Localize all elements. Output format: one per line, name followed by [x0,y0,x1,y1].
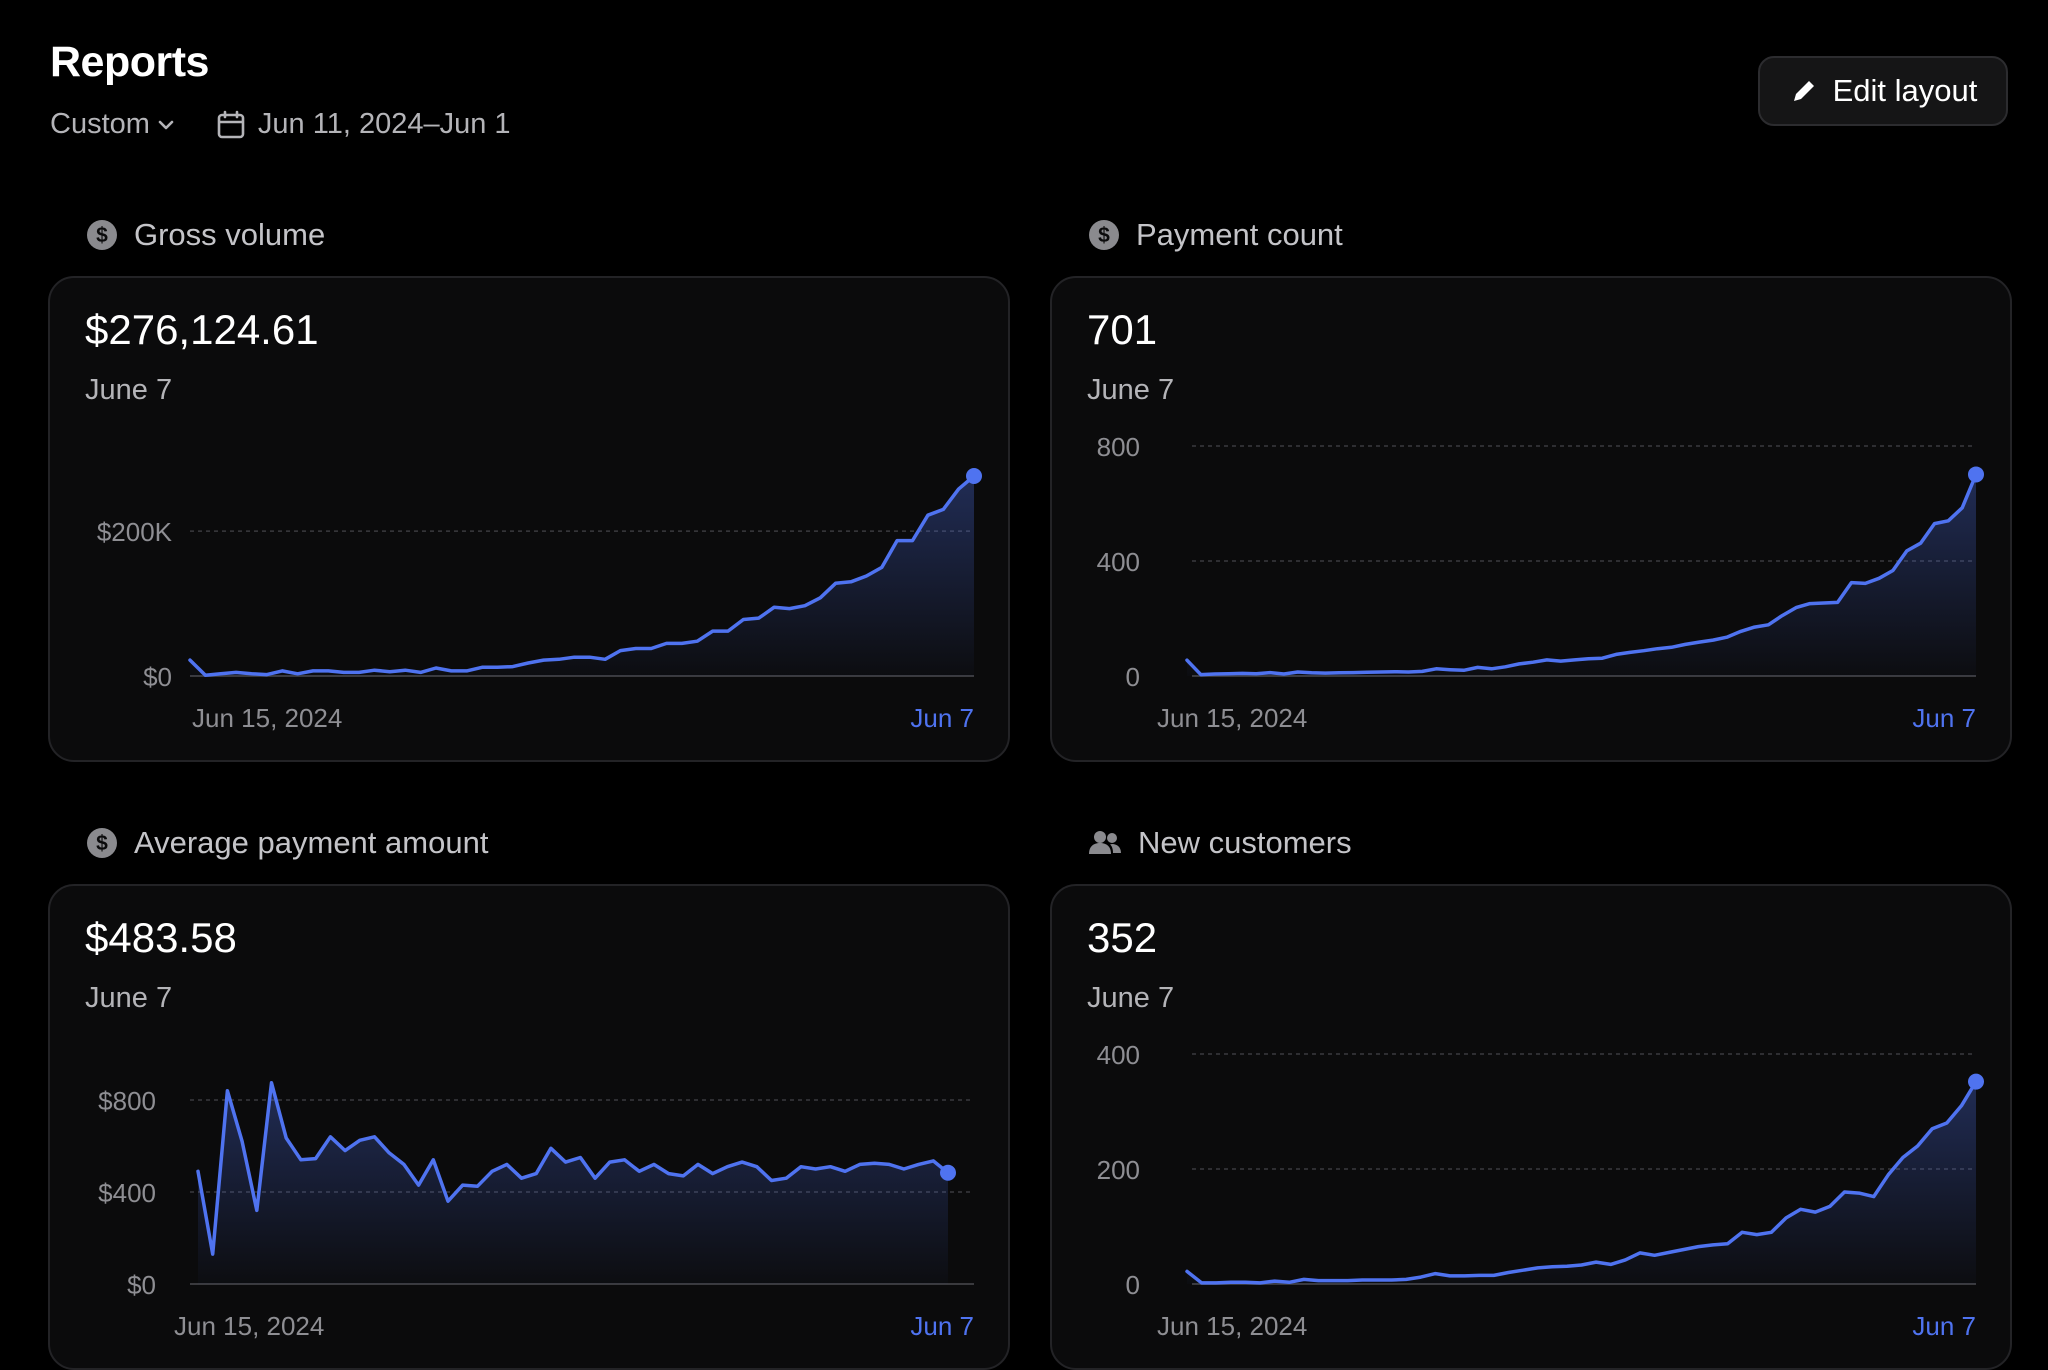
new-customers-date: June 7 [1087,982,1175,1014]
gross-volume-heading: $ Gross volume [86,217,325,253]
x-end-label: Jun 7 [1912,1311,1976,1341]
svg-text:$: $ [1098,224,1110,247]
x-start-label: Jun 15, 2024 [192,703,342,733]
series-area [190,476,974,676]
x-end-label: Jun 7 [910,703,974,733]
y-tick-label: 800 [1097,432,1140,462]
payment-count-title: Payment count [1136,217,1343,252]
date-range-picker[interactable]: Jun 11, 2024–Jun 1 [216,108,511,141]
gross-volume-date: June 7 [85,374,173,406]
y-tick-label: $0 [143,662,172,692]
x-end-label: Jun 7 [1912,703,1976,733]
series-line [188,474,976,678]
last-point-marker [940,1164,956,1181]
y-tick-label: 0 [1126,662,1140,692]
pencil-icon [1793,81,1814,101]
y-tick-label: 200 [1097,1155,1140,1185]
series-line [196,1081,950,1256]
last-point-marker [1968,466,1984,483]
new-customers-heading: New customers [1088,825,1352,861]
y-tick-label: 400 [1097,1040,1140,1070]
date-range-label: Jun 11, 2024–Jun 1 [257,108,511,140]
average-payment-date: June 7 [85,982,173,1014]
svg-text:$: $ [96,224,108,247]
edit-layout-label: Edit layout [1832,73,1978,108]
average-payment-heading: $ Average payment amount [86,825,488,861]
series-area [1187,1081,1976,1284]
page-title: Reports [50,38,209,86]
calendar-icon [217,110,245,138]
x-end-label: Jun 7 [910,1311,974,1341]
new-customers-chart: 0 200 400 Jun 15, 2024 Jun 7 [1097,1040,1984,1341]
payment-count-heading: $ Payment count [1088,217,1343,253]
gross-volume-chart: $0 $200K Jun 15, 2024 Jun 7 [97,468,982,733]
y-tick-label: $400 [98,1178,156,1208]
payment-count-chart: 0 400 800 Jun 15, 2024 Jun 7 [1097,432,1984,733]
dollar-circle-icon: $ [87,220,117,250]
range-select-label: Custom [50,108,150,140]
series-line [1185,472,1978,677]
svg-text:$: $ [96,832,108,855]
new-customers-card[interactable]: 352 June 7 0 200 400 Jun 15, 2024 Jun 7 [1050,884,2012,1370]
new-customers-title: New customers [1138,825,1352,860]
y-tick-label: $200K [97,517,173,547]
average-payment-value: $483.58 [85,914,237,961]
payment-count-value: 701 [1087,306,1158,353]
edit-layout-button[interactable]: Edit layout [1758,56,2008,126]
y-tick-label: $0 [127,1270,156,1300]
series-area [198,1082,948,1284]
y-tick-label: 400 [1097,547,1140,577]
payment-count-date: June 7 [1087,374,1175,406]
dollar-circle-icon: $ [1089,220,1119,250]
x-start-label: Jun 15, 2024 [1157,703,1307,733]
gross-volume-value: $276,124.61 [85,306,319,353]
series-line [1185,1079,1978,1285]
x-start-label: Jun 15, 2024 [174,1311,324,1341]
chevron-down-icon [158,120,174,129]
gross-volume-card[interactable]: $276,124.61 June 7 $0 $200K Jun 15, 2024 Ju… [48,276,1010,762]
last-point-marker [966,468,982,484]
y-tick-label: $800 [98,1086,156,1116]
payment-count-card[interactable]: 701 June 7 0 400 800 Jun 15, 2024 Jun 7 [1050,276,2012,762]
dollar-circle-icon: $ [87,828,117,858]
filter-bar: Custom Jun 11, 2024–Jun 1 [50,108,511,141]
average-payment-chart: $0 $400 $800 Jun 15, 2024 Jun 7 [98,1081,974,1341]
last-point-marker [1968,1073,1984,1090]
series-area [1187,474,1976,676]
range-select[interactable]: Custom [50,108,176,141]
users-icon [1089,831,1121,854]
gross-volume-title: Gross volume [134,217,326,252]
new-customers-value: 352 [1087,914,1158,961]
x-start-label: Jun 15, 2024 [1157,1311,1307,1341]
average-payment-card[interactable]: $483.58 June 7 $0 $400 $800 Jun 15, 2024 Jun… [48,884,1010,1370]
y-tick-label: 0 [1126,1270,1140,1300]
average-payment-title: Average payment amount [134,825,489,860]
